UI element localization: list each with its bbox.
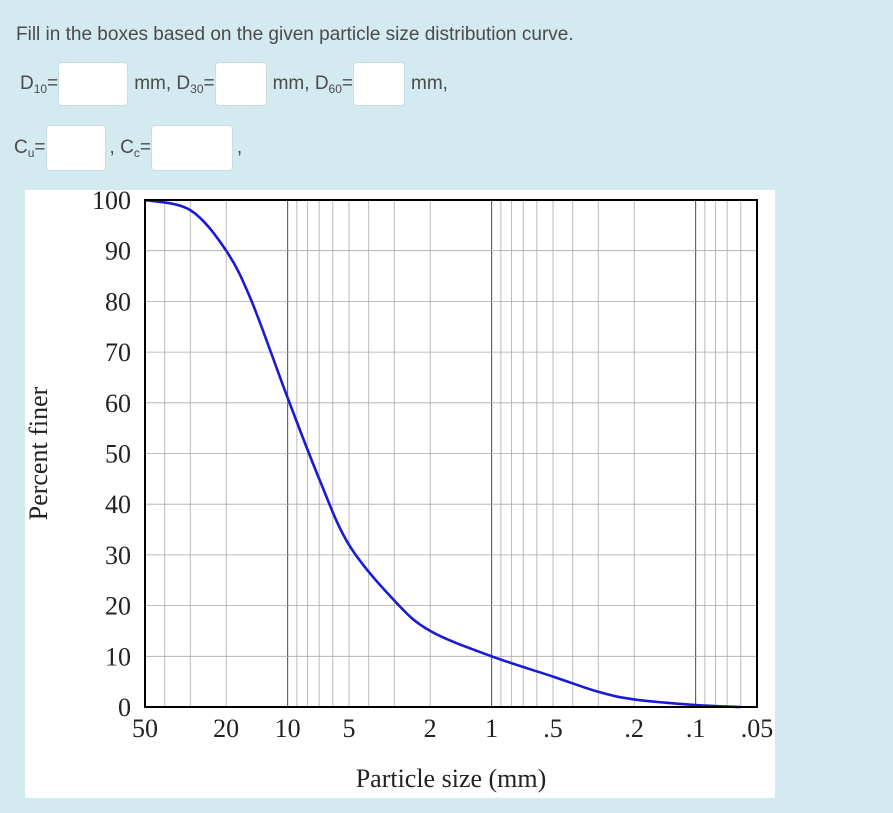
d10-input[interactable]	[58, 62, 129, 106]
y-axis-label: Percent finer	[25, 386, 53, 520]
x-tick-label: .1	[686, 714, 706, 743]
d30-input[interactable]	[214, 62, 267, 106]
x-tick-label: 10	[275, 714, 301, 743]
y-tick-label: 60	[105, 389, 131, 418]
d60-unit: mm,	[411, 73, 448, 94]
y-tick-labels: 0 10 20 30 40 50 60 70 80 90 100	[92, 186, 131, 722]
trailing-comma: ,	[236, 137, 243, 158]
y-tick-label: 100	[92, 190, 131, 215]
coefficient-fields-row: Cu= , Cc= ,	[14, 125, 242, 171]
x-tick-label: 2	[424, 714, 437, 743]
particle-size-chart: 0 10 20 30 40 50 60 70 80 90 100 50 20 10 5 2 1 .5 .2 .1 .0…	[24, 186, 773, 793]
x-axis-label: Particle size (mm)	[356, 764, 547, 793]
x-tick-label: 1	[485, 714, 498, 743]
chart-grid	[144, 199, 758, 708]
y-tick-label: 20	[105, 592, 131, 621]
question-text: Fill in the boxes based on the given par…	[16, 24, 574, 45]
y-tick-label: 10	[105, 642, 131, 671]
y-tick-label: 0	[118, 693, 131, 722]
y-tick-label: 90	[105, 237, 131, 266]
x-tick-label: .05	[741, 714, 774, 743]
cc-input[interactable]	[150, 125, 233, 171]
d10-label: D10=	[20, 72, 59, 96]
x-tick-label: 50	[132, 714, 158, 743]
y-tick-label: 70	[105, 338, 131, 367]
y-tick-label: 40	[105, 490, 131, 519]
plot-frame	[144, 199, 758, 708]
x-tick-label: 20	[213, 714, 239, 743]
d60-input[interactable]	[353, 62, 406, 106]
x-tick-label: .2	[624, 714, 644, 743]
cu-label: Cu=	[14, 136, 46, 160]
y-tick-label: 80	[105, 287, 131, 316]
y-tick-label: 30	[105, 541, 131, 570]
x-tick-labels: 50 20 10 5 2 1 .5 .2 .1 .05	[132, 714, 773, 743]
cc-label: , Cc=	[109, 136, 151, 160]
diameter-fields-row: D10= mm, D30= mm, D60= mm,	[20, 62, 448, 106]
d30-label: mm, D30=	[134, 72, 215, 96]
distribution-curve	[144, 198, 741, 709]
x-tick-label: .5	[543, 714, 563, 743]
x-tick-label: 5	[343, 714, 356, 743]
chart-curve	[144, 198, 741, 709]
chart-panel: 0 10 20 30 40 50 60 70 80 90 100 50 20 10 5 2 1 .5 .2 .1 .0…	[24, 186, 775, 798]
y-tick-label: 50	[105, 440, 131, 469]
d60-label: mm, D60=	[272, 72, 354, 96]
cu-input[interactable]	[45, 125, 106, 171]
